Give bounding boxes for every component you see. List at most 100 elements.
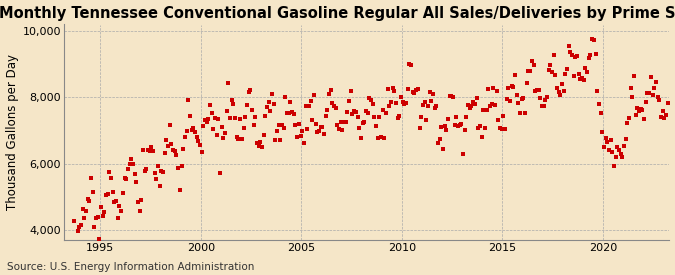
Point: [255, 140, 266, 145]
Point: [230, 116, 240, 120]
Point: [409, 91, 420, 95]
Point: [356, 136, 367, 140]
Point: [371, 123, 381, 128]
Point: [471, 96, 482, 100]
Point: [207, 111, 217, 116]
Point: [550, 73, 561, 77]
Point: [74, 225, 84, 229]
Point: [305, 99, 316, 104]
Point: [456, 122, 467, 127]
Point: [392, 116, 403, 120]
Point: [652, 95, 663, 100]
Point: [463, 102, 474, 107]
Point: [576, 76, 587, 81]
Point: [320, 114, 331, 119]
Point: [357, 121, 368, 125]
Point: [644, 90, 655, 95]
Point: [593, 101, 604, 106]
Point: [483, 87, 493, 92]
Point: [159, 151, 170, 155]
Point: [122, 167, 133, 172]
Point: [436, 125, 447, 129]
Point: [273, 123, 284, 128]
Point: [191, 134, 202, 139]
Point: [408, 90, 418, 95]
Point: [526, 59, 537, 64]
Point: [238, 126, 249, 130]
Point: [330, 106, 341, 110]
Point: [248, 122, 259, 127]
Point: [639, 117, 649, 121]
Point: [547, 70, 558, 74]
Point: [423, 104, 433, 109]
Point: [169, 149, 180, 154]
Point: [614, 147, 624, 152]
Point: [183, 97, 194, 102]
Point: [387, 86, 398, 90]
Point: [618, 144, 629, 148]
Point: [655, 115, 666, 119]
Point: [298, 141, 309, 145]
Point: [391, 100, 402, 105]
Point: [211, 133, 222, 138]
Point: [223, 80, 234, 85]
Point: [439, 123, 450, 128]
Point: [624, 116, 634, 120]
Point: [443, 117, 454, 121]
Point: [198, 124, 209, 128]
Point: [498, 114, 509, 119]
Point: [562, 66, 572, 71]
Point: [500, 127, 510, 132]
Point: [565, 50, 576, 55]
Point: [151, 177, 162, 181]
Point: [661, 112, 672, 117]
Point: [166, 142, 177, 146]
Point: [468, 100, 479, 104]
Point: [381, 111, 392, 116]
Point: [630, 113, 641, 117]
Point: [155, 184, 165, 189]
Point: [649, 86, 659, 90]
Point: [617, 155, 628, 159]
Point: [620, 137, 631, 141]
Point: [290, 123, 301, 127]
Point: [240, 115, 250, 119]
Point: [141, 167, 152, 171]
Point: [327, 100, 338, 105]
Point: [513, 101, 524, 105]
Point: [450, 122, 460, 127]
Point: [603, 148, 614, 153]
Point: [622, 121, 632, 125]
Point: [426, 98, 437, 103]
Point: [226, 97, 237, 102]
Point: [496, 127, 507, 132]
Point: [437, 147, 448, 151]
Point: [201, 119, 212, 124]
Point: [568, 73, 579, 78]
Point: [339, 120, 350, 124]
Y-axis label: Thousand Gallons per Day: Thousand Gallons per Day: [5, 54, 18, 210]
Point: [396, 95, 406, 99]
Point: [70, 247, 81, 251]
Point: [333, 127, 344, 131]
Point: [374, 114, 385, 119]
Point: [616, 152, 626, 156]
Point: [605, 138, 616, 143]
Point: [460, 128, 470, 132]
Point: [128, 162, 138, 167]
Point: [76, 222, 86, 227]
Point: [342, 109, 353, 114]
Point: [543, 68, 554, 72]
Point: [292, 135, 302, 140]
Point: [554, 90, 564, 94]
Point: [277, 122, 288, 127]
Point: [572, 54, 583, 59]
Point: [367, 102, 378, 106]
Point: [654, 98, 665, 103]
Point: [136, 197, 146, 202]
Point: [300, 104, 311, 108]
Point: [148, 149, 159, 153]
Point: [113, 216, 124, 220]
Point: [521, 81, 532, 85]
Point: [362, 111, 373, 116]
